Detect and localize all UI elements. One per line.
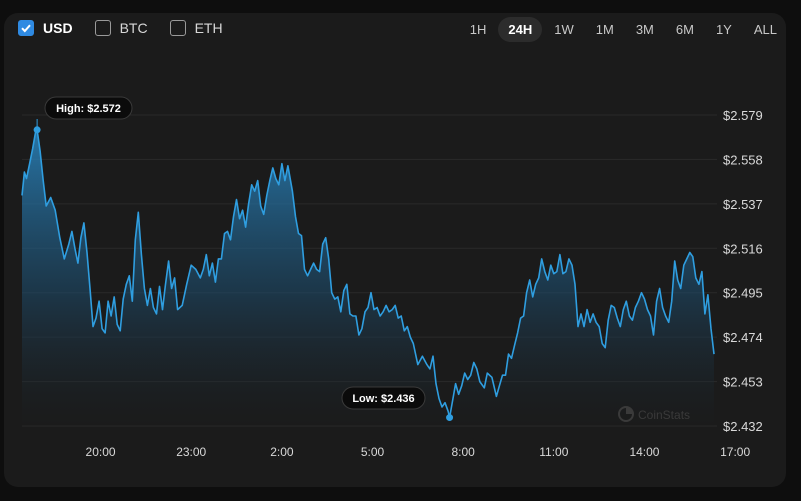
low-callout-bg xyxy=(341,386,426,410)
range-tab-24h[interactable]: 24H xyxy=(498,17,543,42)
checkbox-checked-icon[interactable] xyxy=(18,20,34,36)
price-line xyxy=(21,129,715,419)
low-callout: Low: $2.436 xyxy=(341,386,454,422)
range-tab-1m[interactable]: 1M xyxy=(595,22,614,37)
x-tick-label: 23:00 xyxy=(176,445,206,459)
currency-option-usd[interactable]: USD xyxy=(18,20,73,36)
currency-option-eth[interactable]: ETH xyxy=(169,20,223,36)
y-tick-label: $2.516 xyxy=(723,241,763,256)
x-tick-label: 2:00 xyxy=(270,445,294,459)
checkbox-icon[interactable] xyxy=(94,20,111,36)
coinstats-watermark: CoinStats xyxy=(618,406,690,422)
range-tab-6m[interactable]: 6M xyxy=(675,22,694,37)
checkbox-icon[interactable] xyxy=(169,20,186,36)
currency-label: USD xyxy=(43,20,73,36)
x-tick-label: 11:00 xyxy=(539,445,568,459)
x-tick-label: 14:00 xyxy=(629,445,659,459)
currency-label: ETH xyxy=(194,20,223,36)
watermark-label: CoinStats xyxy=(638,408,690,422)
y-tick-label: $2.495 xyxy=(723,286,763,301)
range-tab-all[interactable]: ALL xyxy=(753,22,777,37)
low-point xyxy=(446,414,454,422)
y-axis: $2.579 $2.558 $2.537 $2.516 $2.495 $2.474 $2.4… xyxy=(723,108,763,434)
range-tab-1h[interactable]: 1H xyxy=(469,22,487,37)
x-tick-label: 17:00 xyxy=(720,445,750,459)
currency-label: BTC xyxy=(119,20,148,36)
currency-selector: USD BTC ETH xyxy=(18,20,245,36)
coinstats-logo-segment xyxy=(626,407,633,414)
x-tick-label: 5:00 xyxy=(361,445,385,459)
y-tick-label: $2.432 xyxy=(723,419,763,434)
y-tick-label: $2.453 xyxy=(723,375,763,390)
x-axis: 20:00 23:00 2:00 5:00 8:00 11:00 14:00 17:00 xyxy=(86,445,751,459)
y-tick-label: $2.558 xyxy=(723,152,763,167)
y-tick-label: $2.537 xyxy=(723,197,763,212)
x-tick-label: 8:00 xyxy=(451,445,475,459)
y-tick-label: $2.474 xyxy=(723,330,763,345)
low-label: Low: $2.436 xyxy=(352,393,414,405)
time-range-tabs: 1H 24H 1W 1M 3M 6M 1Y ALL xyxy=(458,17,787,42)
price-area xyxy=(21,129,715,427)
y-tick-label: $2.579 xyxy=(723,108,763,123)
range-tab-1w[interactable]: 1W xyxy=(554,22,574,37)
range-tab-3m[interactable]: 3M xyxy=(635,22,654,37)
high-point xyxy=(33,126,41,134)
range-tab-1y[interactable]: 1Y xyxy=(715,22,732,37)
high-label: High: $2.572 xyxy=(56,103,121,115)
high-callout-bg xyxy=(44,96,133,120)
price-area-fill xyxy=(22,129,714,427)
currency-option-btc[interactable]: BTC xyxy=(94,20,148,36)
high-callout: High: $2.572 xyxy=(33,96,133,134)
x-tick-label: 20:00 xyxy=(86,445,116,459)
